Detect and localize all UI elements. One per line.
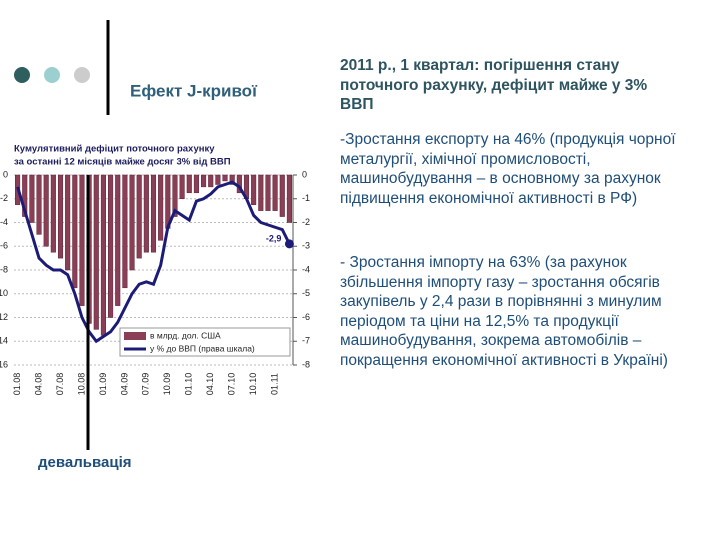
bar [57,174,64,259]
chart-subtitle: за останні 12 місяців майже досяг 3% від… [14,157,231,168]
bar [229,174,235,185]
y-tick-label: -4 [0,217,8,227]
bar [272,174,278,211]
bar [43,174,49,247]
x-tick-label: 01.09 [98,373,108,396]
bar [215,174,221,185]
y2-tick-label: -5 [302,288,310,298]
y-tick-label: -8 [0,264,8,274]
bar [136,174,142,259]
bar [222,174,228,182]
x-tick-label: 07.09 [141,373,151,396]
bar [79,174,85,306]
bar [279,174,285,217]
y2-tick-label: -1 [302,193,310,203]
devaluation-label: девальвація [38,454,132,471]
y-tick-label: -6 [0,241,8,251]
text-title: 2011 р., 1 квартал: погіршення стану пот… [340,57,648,113]
line [16,180,291,344]
legend-label: у % до ВВП (права шкала) [150,343,255,353]
y2-tick-label: 0 [302,169,307,179]
bar [115,174,121,306]
legend-swatch [124,332,146,340]
bar [65,174,71,271]
y2-tick-label: -3 [302,241,310,251]
bar [158,174,164,241]
x-tick-label: 10.09 [162,373,172,396]
bar [193,174,199,194]
value-label: -2,9 [266,233,282,243]
y-tick-label: -16 [0,359,8,369]
y2-tick-label: -2 [302,217,310,227]
paragraph: -Зростання експорту на 46% (продукція чо… [340,131,676,207]
y2-tick-label: -6 [302,312,310,322]
bar [22,174,28,217]
x-tick-label: 04.08 [33,373,43,396]
x-tick-label: 07.10 [227,373,237,396]
bar [186,174,192,194]
bar [208,174,214,188]
bar [286,174,292,223]
bar [201,174,207,188]
bar [129,174,135,271]
paragraph: - Зростання імпорту на 63% (за рахунок з… [340,254,668,369]
y2-tick-label: -8 [302,359,310,369]
bar [143,174,149,253]
x-tick-label: 01.10 [184,373,194,396]
x-tick-label: 01.11 [269,373,279,395]
y-tick-label: 0 [3,169,8,179]
dot [14,67,30,83]
y-tick-label: -14 [0,336,8,346]
heading: Ефект J-кривої [130,81,258,100]
x-tick-label: 10.10 [248,373,258,396]
bar [29,174,35,223]
bar [36,174,42,235]
x-tick-label: 07.08 [55,373,65,396]
y-tick-label: -10 [0,288,8,298]
bar [251,174,257,205]
bar [108,174,114,318]
dot [44,67,60,83]
bar [258,174,264,211]
bar [265,174,271,211]
x-tick-label: 01.08 [12,373,22,396]
bar [93,174,99,330]
chart-title: Кумулятивний дефіцит поточного рахунку [14,144,215,155]
y-tick-label: -12 [0,312,8,322]
bar [100,174,106,336]
x-tick-label: 10.08 [76,373,86,396]
bar [179,174,185,199]
bar [72,174,78,289]
legend-box [119,327,291,357]
bar [150,174,157,253]
bar [50,174,56,253]
x-tick-label: 04.10 [205,373,215,396]
y-tick-label: -2 [0,193,8,203]
bar [122,174,128,289]
legend-label: в млрд. дол. США [150,330,221,340]
y2-tick-label: -4 [302,264,310,274]
y2-tick-label: -7 [302,336,310,346]
end-dot [284,239,294,249]
dot [74,67,90,83]
bar [172,174,178,217]
x-tick-label: 04.09 [119,373,129,396]
